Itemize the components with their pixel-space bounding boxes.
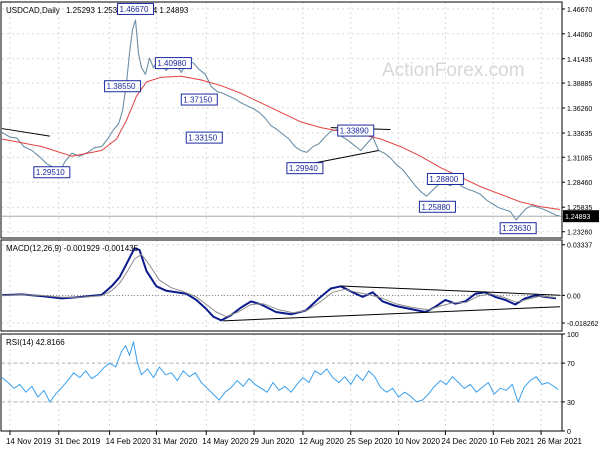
price-annotation-box — [286, 162, 324, 175]
x-tick-label: 14 Nov 2019 — [6, 437, 52, 446]
price-y-tick-label: 1.36260 — [567, 106, 592, 113]
price-annotation-label: 1.25880 — [421, 203, 450, 212]
macd-line — [1, 247, 557, 322]
price-annotation-box — [104, 80, 142, 93]
price-annotation-label: 1.29510 — [36, 168, 65, 177]
rsi-y-tick-label: 0 — [567, 429, 571, 436]
price-close-line — [1, 19, 561, 221]
price-annotation-label: 1.23630 — [502, 224, 531, 233]
macd-trend-line — [340, 285, 561, 296]
x-tick-label: 14 May 2020 — [202, 437, 249, 446]
macd-trend-line — [223, 306, 561, 322]
rsi-y-tick-label: 100 — [567, 332, 579, 339]
price-y-tick-label: 1.33635 — [567, 131, 592, 138]
price-y-tick-label: 1.25835 — [567, 205, 592, 212]
moving-average-line — [1, 75, 561, 210]
current-price-label: 1.24893 — [565, 214, 590, 221]
price-y-tick-label: 1.46670 — [567, 7, 592, 14]
x-tick-label: 24 Dec 2020 — [441, 437, 487, 446]
price-trend-line — [1, 128, 50, 137]
price-annotation-label: 1.46670 — [120, 5, 149, 14]
macd-title: MACD(12,26,9) -0.001929 -0.001435 — [6, 244, 139, 253]
x-tick-label: 25 Sep 2020 — [347, 437, 393, 446]
x-tick-label: 10 Nov 2020 — [395, 437, 441, 446]
price-annotation-box — [426, 173, 464, 185]
price-y-tick-label: 1.41435 — [567, 57, 592, 64]
price-annotation-box — [154, 57, 192, 70]
price-panel-frame — [0, 1, 563, 239]
price-annotation-label: 1.33890 — [340, 127, 369, 136]
price-title: USDCAD,Daily — [6, 6, 60, 15]
macd-y-tick-label: 0.00 — [567, 293, 581, 300]
rsi-title: RSI(14) 42.8166 — [6, 338, 65, 347]
macd-y-tick-label: 0.03337 — [567, 243, 592, 250]
price-annotation-box — [337, 124, 375, 137]
x-tick-label: 31 Dec 2019 — [55, 437, 101, 446]
x-tick-label: 29 Jun 2020 — [250, 437, 295, 446]
x-tick-label: 12 Aug 2020 — [299, 437, 344, 446]
x-tick-label: 14 Feb 2020 — [106, 437, 151, 446]
price-annotation-label: 1.33150 — [188, 134, 217, 143]
rsi-y-tick-label: 30 — [567, 400, 575, 407]
price-y-tick-label: 1.38885 — [567, 81, 592, 88]
price-annotation-box — [499, 222, 537, 235]
price-y-tick-label: 1.44060 — [567, 32, 592, 39]
price-annotation-label: 1.38550 — [107, 82, 136, 91]
price-y-tick-label: 1.31085 — [567, 155, 592, 162]
macd-panel-frame — [0, 239, 563, 332]
rsi-y-tick-label: 70 — [567, 361, 575, 368]
rsi-line — [1, 341, 559, 403]
macd-y-tick-label: -0.018262 — [567, 321, 599, 328]
price-annotation-box — [418, 200, 456, 213]
current-price-box — [563, 210, 599, 223]
price-y-tick-label: 1.23260 — [567, 230, 592, 237]
price-y-tick-label: 1.28460 — [567, 180, 592, 187]
price-annotation-label: 1.40980 — [157, 59, 186, 68]
price-annotation-label: 1.37150 — [183, 96, 212, 105]
macd-signal-line — [1, 253, 557, 318]
x-tick-label: 10 Feb 2021 — [489, 437, 534, 446]
x-tick-label: 31 Mar 2020 — [152, 437, 197, 446]
price-annotation-label: 1.29940 — [289, 164, 318, 173]
price-annotation-box — [33, 166, 71, 179]
price-annotation-box — [117, 2, 155, 15]
price-annotation-label: 1.28800 — [429, 175, 458, 184]
price-annotation-box — [185, 131, 223, 144]
x-tick-label: 26 Mar 2021 — [537, 437, 582, 446]
price-annotation-box — [180, 93, 218, 106]
watermark-text: ActionForex.com — [382, 60, 525, 81]
